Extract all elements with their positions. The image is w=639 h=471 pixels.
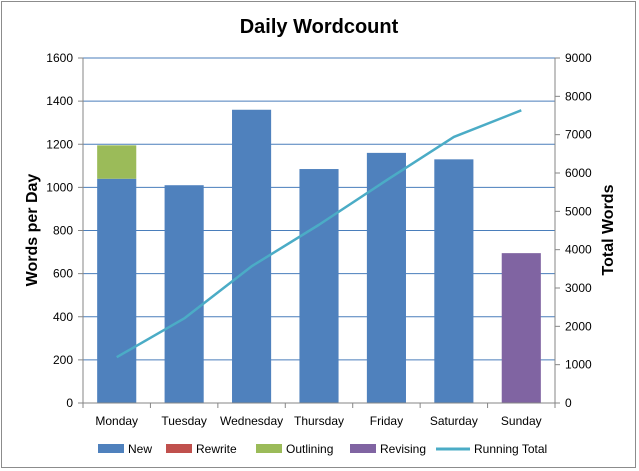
legend-swatch-rewrite xyxy=(166,444,192,453)
y2-tick-label: 1000 xyxy=(565,358,592,372)
running-total-line-layer xyxy=(116,109,522,359)
y-tick-label: 1600 xyxy=(46,51,73,65)
legend-label-new: New xyxy=(128,442,152,456)
y-axis-title: Words per Day xyxy=(24,174,41,287)
y2-tick-label: 6000 xyxy=(565,166,592,180)
x-tick-label: Thursday xyxy=(294,414,344,428)
legend-label-running-total: Running Total xyxy=(474,442,547,456)
y2-tick-label: 0 xyxy=(565,396,572,410)
bars xyxy=(97,109,541,403)
legend-swatch-revising xyxy=(350,444,376,453)
y2-tick-label: 4000 xyxy=(565,243,592,257)
legend-label-rewrite: Rewrite xyxy=(196,442,237,456)
y-tick-label: 0 xyxy=(66,396,73,410)
x-tick-label: Sunday xyxy=(501,414,542,428)
chart-title: Daily Wordcount xyxy=(240,16,399,38)
legend-label-revising: Revising xyxy=(380,442,426,456)
y-tick-label: 800 xyxy=(53,224,73,238)
legend-swatch-new xyxy=(98,444,124,453)
x-tick-label: Saturday xyxy=(430,414,478,428)
y-tick-label: 200 xyxy=(53,353,73,367)
y-tick-label: 400 xyxy=(53,310,73,324)
axes xyxy=(78,57,560,408)
y2-tick-label: 3000 xyxy=(565,281,592,295)
x-tick-label: Monday xyxy=(95,414,138,428)
x-tick-label: Wednesday xyxy=(220,414,283,428)
y-tick-label: 1400 xyxy=(46,94,73,108)
x-tick-label: Friday xyxy=(370,414,403,428)
bar-new-saturday xyxy=(434,159,474,403)
y-tick-label: 1200 xyxy=(46,137,73,151)
bar-new-wednesday xyxy=(232,109,272,403)
tick-labels: 0 200 400 600 800 1000 1200 1400 1600 0 1000 2000 30… xyxy=(46,51,592,428)
y2-tick-label: 2000 xyxy=(565,319,592,333)
bar-new-monday xyxy=(97,178,137,403)
bar-revising-sunday xyxy=(501,253,541,403)
y2-axis-title: Total Words xyxy=(600,184,617,275)
y-tick-label: 600 xyxy=(53,267,73,281)
legend: New Rewrite Outlining Revising Running Total xyxy=(98,442,547,456)
legend-label-outlining: Outlining xyxy=(286,442,333,456)
y2-tick-label: 8000 xyxy=(565,89,592,103)
legend-swatch-outlining xyxy=(256,444,282,453)
y-tick-label: 1000 xyxy=(46,180,73,194)
bar-new-friday xyxy=(366,152,406,403)
bar-new-tuesday xyxy=(164,185,204,403)
y2-tick-label: 9000 xyxy=(565,51,592,65)
x-tick-label: Tuesday xyxy=(161,414,207,428)
y2-tick-label: 5000 xyxy=(565,204,592,218)
bar-outlining-monday xyxy=(97,145,137,179)
y2-tick-label: 7000 xyxy=(565,128,592,142)
bar-new-thursday xyxy=(299,169,339,403)
